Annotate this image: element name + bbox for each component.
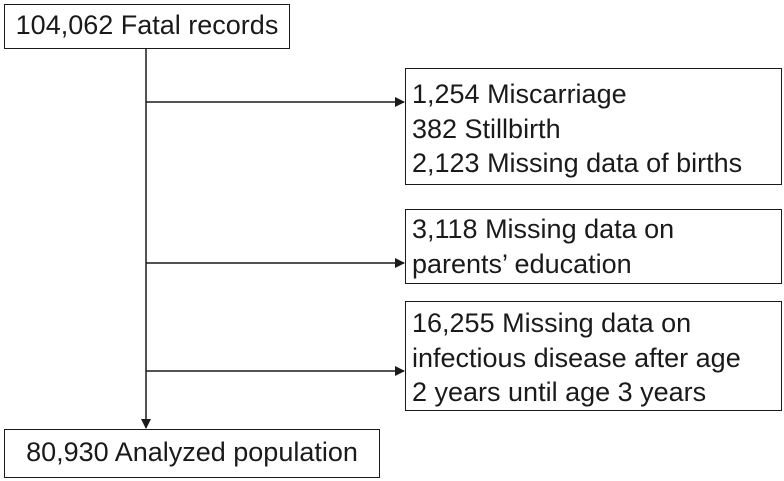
- start-box: 104,062 Fatal records: [4, 4, 290, 49]
- exclusion-box-2: 3,118 Missing data on parents’ education: [405, 209, 782, 284]
- exclusion-box-1: 1,254 Miscarriage 382 Stillbirth 2,123 M…: [405, 68, 782, 185]
- final-box: 80,930 Analyzed population: [4, 429, 380, 478]
- exclusion-1-line-3: 2,123 Missing data of births: [412, 148, 743, 178]
- exclusion-1-line-2: 382 Stillbirth: [412, 113, 561, 144]
- exclusion-box-3: 16,255 Missing data on infectious diseas…: [405, 301, 782, 411]
- exclusion-3-line-1: 16,255 Missing data on: [412, 308, 692, 338]
- exclusion-3-line-2: infectious disease after age: [412, 342, 741, 373]
- exclusion-3-line-3: 2 years until age 3 years: [412, 377, 707, 407]
- exclusion-2-line-2: parents’ education: [412, 248, 632, 279]
- start-box-text: 104,062 Fatal records: [15, 10, 279, 40]
- final-box-text: 80,930 Analyzed population: [26, 437, 358, 467]
- exclusion-2-line-1: 3,118 Missing data on: [412, 214, 675, 244]
- exclusion-1-line-1: 1,254 Miscarriage: [412, 79, 627, 109]
